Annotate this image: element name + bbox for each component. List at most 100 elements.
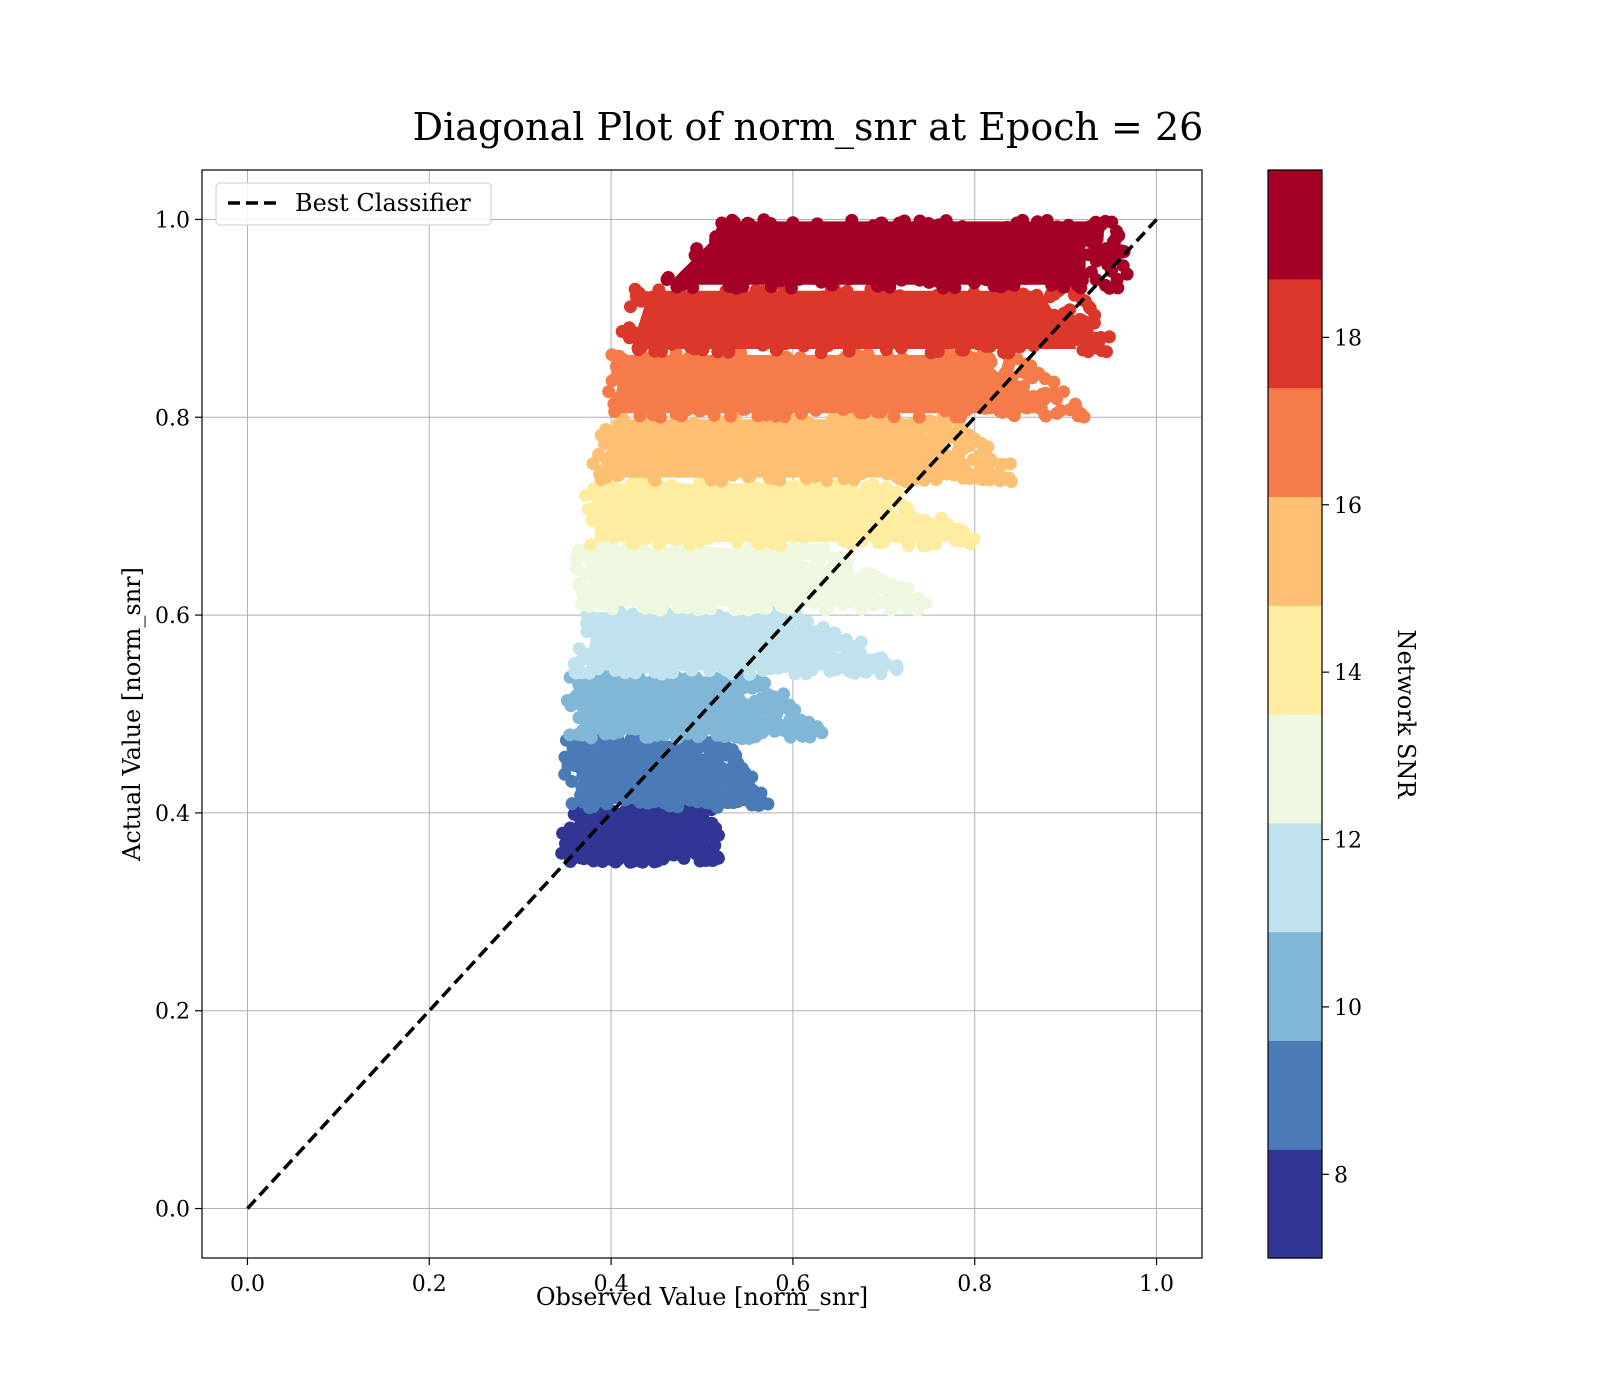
scatter-band-core <box>631 290 1077 349</box>
scatter-point <box>699 760 713 774</box>
scatter-point <box>701 821 715 835</box>
x-tick-label: 1.0 <box>1139 1272 1174 1297</box>
scatter-point <box>1002 356 1016 370</box>
y-axis-ticks: 0.0 0.2 0.4 0.6 0.8 1.0 <box>155 208 202 1223</box>
scatter-point <box>1018 359 1032 373</box>
scatter-point <box>1004 475 1018 488</box>
scatter-point <box>565 774 579 788</box>
scatter-point <box>904 592 918 606</box>
colorbar-segment <box>1268 605 1322 715</box>
scatter-point <box>563 728 577 742</box>
scatter-point <box>894 580 908 594</box>
scatter-point <box>602 385 616 399</box>
scatter-point <box>823 634 837 648</box>
scatter-point <box>715 216 729 230</box>
scatter-point <box>860 566 874 580</box>
scatter-point <box>1078 319 1091 333</box>
y-tick-label: 0.4 <box>155 802 190 827</box>
plot-frame <box>201 169 1203 1259</box>
scatter-point <box>889 591 903 604</box>
scatter-point <box>909 512 923 526</box>
colorbar-segment <box>1268 278 1322 389</box>
scatter-point <box>670 822 684 835</box>
scatter-point <box>1062 312 1076 326</box>
colorbar-tick-label: 18 <box>1334 326 1362 351</box>
scatter-point <box>565 797 579 811</box>
scatter-point <box>924 517 938 531</box>
scatter-point <box>928 421 941 435</box>
scatter-point <box>725 746 739 760</box>
scatter-point <box>1086 247 1100 261</box>
scatter-point <box>777 687 790 701</box>
scatter-point <box>957 525 971 539</box>
colorbar-segment <box>1268 496 1322 606</box>
scatter-point <box>775 698 789 712</box>
scatter-point <box>571 543 585 557</box>
colorbar-segment <box>1268 714 1322 824</box>
scatter-point <box>712 828 725 842</box>
colorbar-segment <box>1268 170 1322 280</box>
x-tick-label: 0.8 <box>957 1272 992 1297</box>
scatter-point <box>1002 346 1016 360</box>
scatter-point <box>714 741 728 755</box>
scatter-band-core <box>581 676 786 735</box>
scatter-point <box>696 811 710 825</box>
y-tick-label: 1.0 <box>155 208 190 233</box>
scatter-point <box>978 446 992 460</box>
scatter-point <box>576 596 590 610</box>
scatter-point <box>819 603 833 617</box>
scatter-band-core <box>576 740 732 804</box>
scatter-point <box>567 807 581 821</box>
scatter-point <box>569 666 583 680</box>
scatter-point <box>572 642 586 655</box>
scatter-point <box>912 410 926 424</box>
scatter-point <box>1076 343 1090 357</box>
x-tick-label: 0.2 <box>412 1272 447 1297</box>
scatter-point <box>787 716 801 730</box>
scatter-point <box>751 678 765 692</box>
scatter-point <box>967 532 981 545</box>
scatter-point <box>574 576 587 590</box>
colorbar-tick-label: 8 <box>1334 1163 1348 1188</box>
scatter-point <box>1103 281 1117 295</box>
legend: Best Classifier <box>215 182 492 226</box>
colorbar-segment <box>1268 1040 1322 1150</box>
scatter-point <box>955 437 969 451</box>
scatter-point <box>966 453 980 466</box>
scatter-point <box>690 242 704 256</box>
scatter-point <box>1081 329 1095 343</box>
scatter-point <box>570 696 584 710</box>
scatter-point <box>1082 300 1096 314</box>
x-axis-label: Observed Value [norm_snr] <box>536 1283 868 1311</box>
scatter-point <box>1017 379 1031 393</box>
scatter-point <box>936 281 950 295</box>
scatter-point <box>814 346 828 360</box>
scatter-point <box>1102 330 1116 344</box>
scatter-point <box>1050 406 1064 420</box>
scatter-point <box>860 480 874 494</box>
colorbar-tick-label: 14 <box>1334 661 1362 686</box>
scatter-point <box>714 474 728 488</box>
scatter-point <box>1089 341 1103 355</box>
scatter-point <box>1109 232 1123 246</box>
scatter-point <box>875 661 889 675</box>
scatter-point <box>746 783 760 797</box>
scatter-point <box>1085 221 1099 235</box>
scatter-point <box>696 840 710 854</box>
y-tick-label: 0.8 <box>155 406 190 431</box>
colorbar-tick-label: 10 <box>1334 996 1362 1021</box>
scatter-point <box>581 502 595 516</box>
scatter-point <box>887 410 901 424</box>
scatter-point <box>1110 243 1124 257</box>
scatter-point <box>572 563 586 577</box>
scatter-point <box>584 538 598 552</box>
colorbar-tick-label: 12 <box>1334 829 1362 854</box>
scatter-point <box>598 437 612 451</box>
x-tick-label: 0.4 <box>594 1272 629 1297</box>
scatter-point <box>1050 392 1064 406</box>
colorbar-frame <box>1267 169 1323 1259</box>
chart-title: Diagonal Plot of norm_snr at Epoch = 26 <box>413 105 1204 150</box>
scatter-point <box>1025 371 1039 385</box>
colorbar-segment <box>1268 1149 1322 1259</box>
